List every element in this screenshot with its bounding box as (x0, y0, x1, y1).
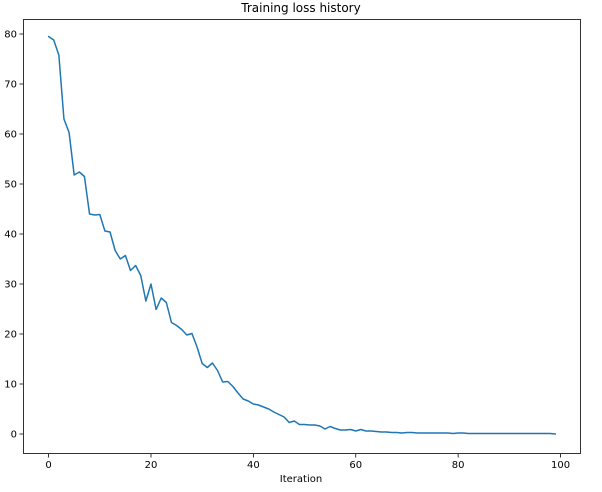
x-tick-label: 60 (349, 460, 362, 471)
chart-title: Training loss history (240, 1, 360, 15)
y-tick-label: 80 (4, 30, 17, 41)
y-tick-label: 30 (4, 280, 17, 291)
plot-area: 0 20 40 60 80 100 0 10 20 30 40 50 60 70 80 (4, 19, 581, 471)
x-tick-label: 40 (247, 460, 260, 471)
y-tick-label: 0 (11, 430, 17, 441)
x-tick-label: 80 (452, 460, 465, 471)
x-tick-label: 0 (45, 460, 51, 471)
y-tick-label: 40 (4, 230, 17, 241)
y-tick-label: 70 (4, 80, 17, 91)
y-tick-label: 60 (4, 130, 17, 141)
y-tick-label: 50 (4, 180, 17, 191)
y-tick-label: 10 (4, 380, 17, 391)
x-tick-label: 100 (551, 460, 570, 471)
x-axis-label: Iteration (280, 474, 322, 485)
y-tick-label: 20 (4, 330, 17, 341)
plot-frame (23, 19, 581, 454)
loss-series-line (47, 35, 557, 435)
x-tick-label: 20 (145, 460, 158, 471)
